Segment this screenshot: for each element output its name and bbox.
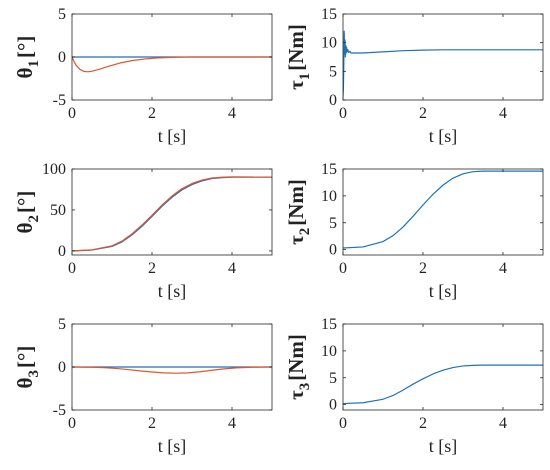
panel-tau1: 0 2 4 0 5 10 15 t [s] τ1 [Nm] [284, 6, 544, 146]
y-label-symbol: θ [13, 377, 37, 388]
y-tick-label: -5 [53, 402, 66, 419]
x-axis-label: t [s] [158, 436, 187, 456]
y-label-unit: [Nm] [284, 334, 308, 381]
y-tick-label: 10 [321, 188, 337, 205]
x-axis-label: t [s] [158, 126, 187, 146]
axes-box [71, 168, 273, 256]
x-tick-label: 4 [228, 260, 236, 277]
y-tick-label: 5 [329, 215, 337, 232]
x-tick-label: 2 [419, 105, 427, 122]
y-label-unit: [°] [13, 36, 37, 58]
x-tick-label: 2 [419, 260, 427, 277]
y-label-unit: [Nm] [284, 24, 308, 71]
y-axis-label: θ2 [°] [13, 191, 42, 234]
x-tick-label: 2 [148, 105, 156, 122]
axes-box [342, 13, 544, 101]
axes-box [342, 168, 544, 256]
x-axis-label: t [s] [158, 281, 187, 301]
y-tick-label: 15 [321, 6, 337, 23]
y-label-unit: [°] [13, 191, 37, 213]
y-tick-label: 5 [58, 316, 66, 333]
y-label-subscript: 3 [297, 383, 313, 391]
y-label-subscript: 2 [297, 228, 313, 236]
y-tick-label: 5 [329, 370, 337, 387]
x-tick-label: 2 [419, 415, 427, 432]
y-label-symbol: θ [13, 222, 37, 233]
series-line-theta3-1 [72, 366, 272, 374]
y-tick-label: 100 [42, 161, 66, 178]
y-tick-label: 10 [321, 35, 337, 52]
y-tick-label: 0 [58, 359, 66, 376]
y-tick-label: 15 [321, 316, 337, 333]
y-tick-label: 10 [321, 343, 337, 360]
y-tick-label: 0 [329, 92, 337, 109]
x-tick-label: 0 [68, 415, 76, 432]
x-tick-label: 4 [228, 415, 236, 432]
y-axis-label: θ1 [°] [13, 36, 42, 79]
x-tick-label: 0 [68, 105, 76, 122]
y-label-subscript: 1 [26, 60, 42, 68]
x-tick-label: 4 [228, 105, 236, 122]
y-label-subscript: 3 [26, 370, 42, 378]
y-tick-label: 0 [329, 242, 337, 259]
y-label-symbol: θ [13, 67, 37, 78]
x-tick-label: 0 [339, 260, 347, 277]
y-label-unit: [°] [13, 346, 37, 368]
x-tick-label: 0 [339, 105, 347, 122]
series-line-tau1-0 [343, 30, 543, 98]
x-tick-label: 0 [68, 260, 76, 277]
x-tick-label: 2 [148, 260, 156, 277]
series-line-theta1-1 [72, 56, 272, 73]
y-label-symbol: τ [284, 390, 308, 400]
panel-tau3: 0 2 4 0 5 10 15 t [s] τ3 [Nm] [284, 316, 544, 456]
series-line-theta2-1 [72, 176, 272, 252]
x-tick-label: 4 [499, 260, 507, 277]
x-tick-label: 0 [339, 415, 347, 432]
y-tick-label: 5 [58, 6, 66, 23]
y-axis-label: τ3 [Nm] [284, 334, 313, 400]
series-line-theta2-0 [72, 176, 272, 252]
x-tick-label: 4 [499, 105, 507, 122]
y-label-subscript: 2 [26, 215, 42, 223]
y-axis-label: τ1 [Nm] [284, 24, 313, 90]
y-tick-label: 15 [321, 161, 337, 178]
y-tick-label: 0 [58, 49, 66, 66]
y-tick-label: 5 [329, 63, 337, 80]
y-tick-label: 50 [50, 202, 66, 219]
y-tick-label: 0 [58, 243, 66, 260]
x-axis-label: t [s] [429, 281, 458, 301]
y-axis-label: τ2 [Nm] [284, 179, 313, 245]
x-axis-label: t [s] [429, 126, 458, 146]
series-line-tau2-0 [343, 170, 543, 249]
x-tick-label: 4 [499, 415, 507, 432]
y-label-symbol: τ [284, 80, 308, 90]
y-label-subscript: 1 [297, 73, 313, 81]
x-axis-label: t [s] [429, 436, 458, 456]
x-tick-label: 2 [148, 415, 156, 432]
series-line-tau3-0 [343, 364, 543, 405]
y-tick-label: -5 [53, 92, 66, 109]
axes-box [342, 323, 544, 411]
y-axis-label: θ3 [°] [13, 346, 42, 389]
y-label-unit: [Nm] [284, 179, 308, 226]
y-tick-label: 0 [329, 397, 337, 414]
y-label-symbol: τ [284, 235, 308, 245]
